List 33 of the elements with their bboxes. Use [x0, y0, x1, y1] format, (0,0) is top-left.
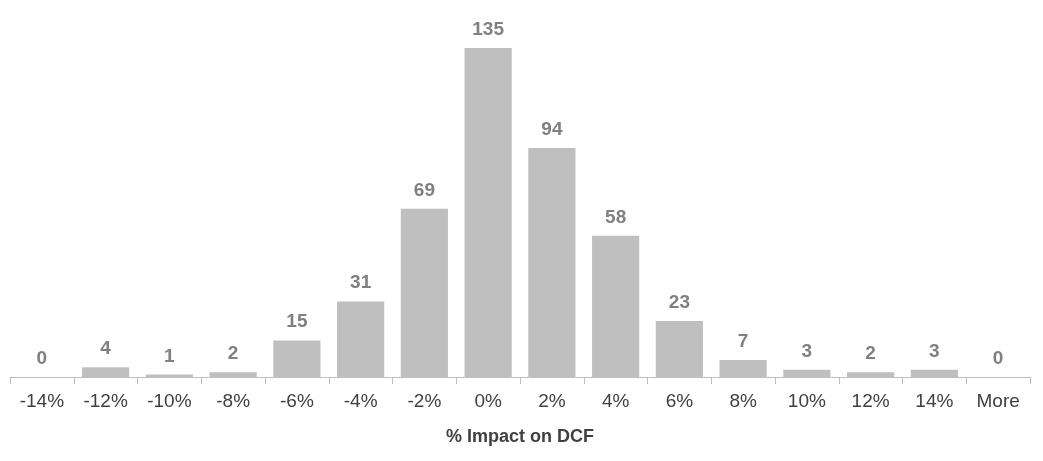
x-tick-label: -14%	[19, 390, 65, 411]
x-axis-title: % Impact on DCF	[445, 426, 595, 446]
x-tick-label: 12%	[851, 390, 890, 411]
data-label: 3	[801, 339, 813, 361]
data-label: 94	[541, 117, 563, 139]
data-label: 58	[605, 205, 627, 227]
data-label: 135	[472, 18, 505, 39]
data-label: 0	[36, 347, 48, 368]
data-label: 31	[350, 271, 372, 293]
data-label: 23	[668, 290, 690, 312]
data-label: 0	[992, 347, 1004, 368]
x-tick-label: More	[976, 390, 1020, 411]
x-tick-label: 4%	[601, 390, 630, 411]
x-tick-label: 2%	[538, 390, 566, 411]
data-label: 2	[227, 342, 239, 364]
x-tick-label: -12%	[83, 390, 128, 411]
data-label: 69	[413, 178, 435, 200]
data-label: 3	[929, 339, 940, 361]
data-label: 7	[737, 329, 749, 351]
data-label: 1	[164, 344, 176, 366]
data-label: 15	[286, 310, 308, 332]
x-tick-label: 14%	[915, 390, 954, 411]
data-label: 2	[865, 342, 876, 364]
data-label: 4	[100, 337, 112, 359]
x-tick-label: -10%	[147, 390, 192, 411]
x-tick-label: 6%	[665, 390, 694, 411]
x-tick-label: 0%	[474, 390, 502, 411]
x-tick-label: -6%	[279, 390, 314, 411]
x-tick-label: 10%	[787, 390, 826, 411]
x-tick-label: -8%	[216, 390, 251, 411]
x-tick-label: -2%	[407, 390, 442, 411]
x-tick-label: 8%	[729, 390, 757, 411]
x-tick-label: -4%	[343, 390, 378, 411]
